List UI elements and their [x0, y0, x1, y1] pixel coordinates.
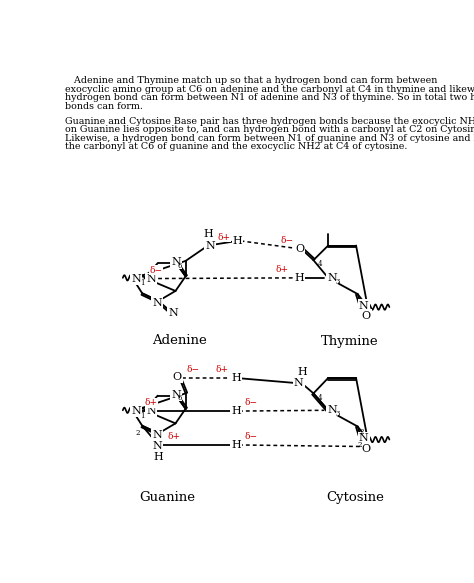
Text: N: N	[146, 406, 156, 416]
Text: 1: 1	[140, 412, 145, 420]
Text: O: O	[295, 244, 304, 254]
Text: N: N	[152, 441, 162, 451]
Text: δ+: δ+	[167, 432, 181, 441]
Text: δ+: δ+	[216, 365, 228, 374]
Text: H: H	[203, 229, 213, 239]
Text: 2: 2	[358, 441, 362, 449]
Text: O: O	[362, 311, 371, 321]
Text: O: O	[362, 444, 371, 454]
Text: 1: 1	[140, 279, 145, 287]
Text: N: N	[327, 273, 337, 283]
Text: H: H	[154, 452, 164, 462]
Text: N: N	[152, 297, 162, 307]
Text: bonds can form.: bonds can form.	[64, 101, 143, 111]
Text: N: N	[172, 258, 181, 268]
Text: on Guanine lies opposite to, and can hydrogen bond with a carbonyl at C2 on Cyto: on Guanine lies opposite to, and can hyd…	[64, 125, 474, 135]
Text: N: N	[172, 390, 181, 400]
Text: H: H	[233, 236, 242, 246]
Text: 4: 4	[318, 394, 322, 402]
Text: N: N	[168, 307, 178, 318]
Text: H: H	[295, 273, 304, 283]
Text: N: N	[206, 241, 215, 251]
Text: H: H	[231, 406, 241, 416]
Text: 2: 2	[135, 429, 140, 437]
Text: Thymine: Thymine	[321, 335, 379, 347]
Text: exocyclic amino group at C6 on adenine and the carbonyl at C4 in thymine and lik: exocyclic amino group at C6 on adenine a…	[64, 85, 474, 94]
Text: 2: 2	[359, 428, 364, 436]
Text: 3: 3	[335, 410, 340, 418]
Text: δ−: δ−	[245, 432, 258, 441]
Text: Guanine and Cytosine Base pair has three hydrogen bonds because the exocyclic NH: Guanine and Cytosine Base pair has three…	[64, 117, 474, 126]
Text: 6: 6	[177, 262, 182, 269]
Text: N: N	[131, 273, 141, 284]
Text: N: N	[131, 406, 141, 416]
Text: 3: 3	[335, 278, 340, 286]
Text: H: H	[297, 367, 307, 377]
Text: N: N	[152, 430, 162, 440]
Text: δ+: δ+	[145, 398, 158, 407]
Text: Cytosine: Cytosine	[327, 491, 384, 504]
Text: 6: 6	[177, 394, 182, 402]
Text: H: H	[231, 373, 241, 383]
Text: δ−: δ−	[245, 398, 258, 407]
Text: Adenine and Thymine match up so that a hydrogen bond can form between: Adenine and Thymine match up so that a h…	[64, 76, 437, 85]
Text: N: N	[146, 273, 156, 284]
Text: δ+: δ+	[276, 265, 289, 274]
Text: δ−: δ−	[281, 236, 293, 245]
Text: δ+: δ+	[217, 233, 230, 241]
Text: N: N	[359, 301, 369, 311]
Text: hydrogen bond can form between N1 of adenine and N3 of thymine. So in total two : hydrogen bond can form between N1 of ade…	[64, 93, 474, 102]
Text: N: N	[359, 433, 369, 443]
Text: Likewise, a hydrogen bond can form between N1 of guanine and N3 of cytosine and : Likewise, a hydrogen bond can form betwe…	[64, 134, 474, 143]
Text: N: N	[294, 378, 304, 388]
Text: Adenine: Adenine	[152, 335, 207, 347]
Text: δ−: δ−	[187, 365, 200, 374]
Text: H: H	[231, 440, 241, 450]
Text: 4: 4	[318, 260, 322, 268]
Text: δ−: δ−	[150, 266, 163, 275]
Text: the carbonyl at C6 of guanine and the exocyclic NH2 at C4 of cytosine.: the carbonyl at C6 of guanine and the ex…	[64, 142, 407, 152]
Text: Guanine: Guanine	[140, 491, 196, 504]
Text: O: O	[173, 372, 182, 382]
Text: N: N	[327, 405, 337, 415]
